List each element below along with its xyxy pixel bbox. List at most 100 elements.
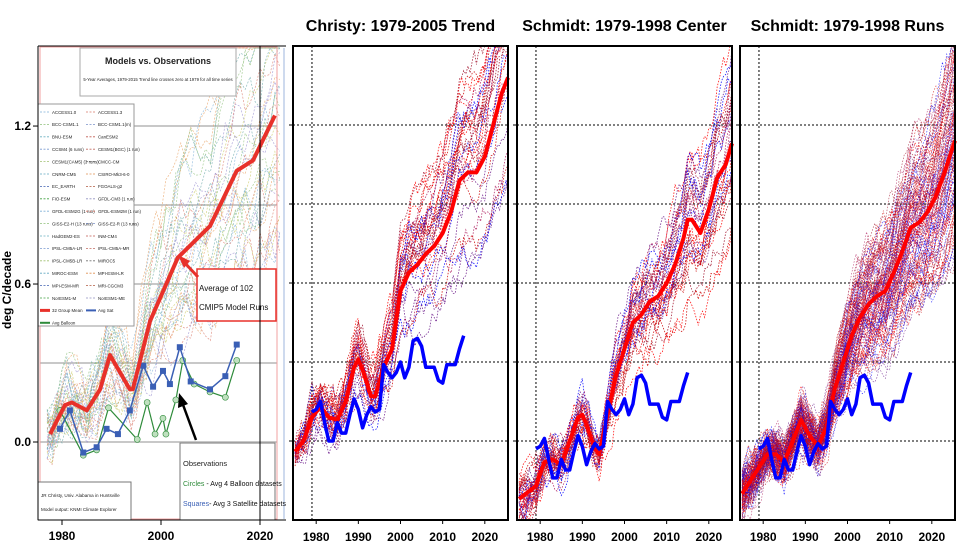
satellite-point [103,425,110,432]
left-model-run [46,167,280,437]
model-run-line [741,181,956,486]
satellite-point [222,373,229,380]
model-run-line [294,45,508,457]
model-run-line [518,235,733,483]
left-ticks: 0.0 0.6 1.2 1980 2000 2020 [14,119,273,543]
left-model-run [46,52,281,450]
balloon-point [222,393,229,401]
left-model-run [47,47,280,445]
model-run-line [518,76,733,520]
observations-line [535,371,690,480]
legend-label: GFDL-ESM2G (1 run) [52,209,95,214]
x-tick-label: 2020 [695,530,722,544]
model-mean-line [517,142,734,501]
observations-box: Observations Circles - Avg 4 Balloon dat… [178,393,286,521]
satellite-point [187,378,194,385]
satellite-point [166,381,173,388]
credit-line-1: JR Christy, Univ. Alabama in Huntsville [41,493,120,498]
model-run-line [294,51,509,455]
satellite-point [233,341,240,348]
balloon-point [159,415,167,422]
model-run-line [741,68,956,502]
left-model-run [46,47,280,429]
x-tick-label: 1980 [750,530,777,544]
legend-label: BNU-ESM [52,135,73,140]
model-run-line [294,44,508,464]
credit-box: JR Christy, Univ. Alabama in Huntsville … [37,481,132,521]
left-y-tick-label: 1.2 [14,119,31,133]
model-run-line [741,232,956,484]
left-model-run [46,47,281,450]
legend-label: CESM1(BGC) (1 run) [98,147,140,152]
legend-label: MPI-ESM-MR [52,283,79,288]
balloon-point [151,430,159,438]
plot-area [740,46,955,520]
model-run-line [741,66,956,510]
legend-label: BCC-CSM1.1 [52,122,79,127]
satellite-point [93,444,100,451]
model-run-line [742,219,956,478]
legend-label: EC_EARTH [52,184,75,189]
legend-label: IPSL-CM5B-LR [52,259,82,264]
left-y-tick-label: 0.6 [14,277,31,291]
legend-label: CESM1(CAM5) (3 runs) [52,159,99,164]
model-run-line [741,149,956,489]
legend-label: GFDL-CM3 (1 run) [98,197,135,202]
left-x-tick-label: 2000 [148,529,175,543]
model-mean-line [293,76,510,453]
balloon-point [133,436,141,443]
y-axis-label: deg C/decade [0,251,14,329]
legend-label: GFDL-ESM2M (1 run) [98,209,141,214]
left-series [48,114,277,459]
model-run-line [741,50,956,501]
x-tick-label: 2020 [918,530,945,544]
model-run-line [294,45,508,446]
observations-line [311,335,466,443]
model-run-line [518,223,733,489]
model-run-line [741,45,955,504]
legend-label: FGOALS-g2 [98,184,123,189]
left-model-run [46,163,281,453]
legend-label: GISS-E2-H (13 runs) [52,221,93,226]
observations-title: Observations [183,459,227,468]
panel-2: Schmidt: 1979-1998 Center 1980 1990 2000 201… [513,18,734,544]
balloon-point [162,430,170,438]
model-run-line [741,61,956,520]
left-title-box: Models vs. Observations 5-Year Averages,… [79,47,237,97]
left-model-run [46,176,280,442]
model-run-line [294,180,509,453]
obs-arrowhead [178,393,188,408]
model-run-line [741,45,956,520]
left-model-run [46,230,281,466]
left-subtitle: 5-Year Averages, 1979-2015 Trend line cr… [83,77,232,82]
satellite-point [140,362,147,369]
left-x-tick-label: 2020 [247,529,274,543]
model-run-line [741,62,956,509]
legend-label: BCC-CSM1.1(m) [98,122,132,127]
legend-label: INM-CM4 [98,234,117,239]
model-run-line [741,45,956,516]
model-run-line [741,232,956,481]
model-run-line [741,165,956,497]
model-run-line [518,148,733,501]
left-model-run [47,93,281,449]
model-run-line [741,139,956,486]
model-run-line [294,45,508,464]
model-run-line [741,153,956,482]
model-run-line [294,45,508,451]
model-run-line [518,151,733,513]
left-model-run [46,84,281,441]
model-run-line [294,45,508,459]
left-model-run [46,188,281,436]
x-tick-label: 2020 [471,530,498,544]
satellite-note: Squares- Avg 3 Satellite datasets [183,501,286,508]
balloon-point [172,396,180,404]
model-run-line [294,45,508,455]
left-model-run [46,157,280,444]
left-y-tick-label: 0.0 [14,435,31,449]
model-run-line [294,60,509,446]
model-run-line [518,154,733,497]
model-run-line [519,105,733,521]
legend-label: MIROC5 [98,259,116,264]
balloon-point [233,357,241,364]
